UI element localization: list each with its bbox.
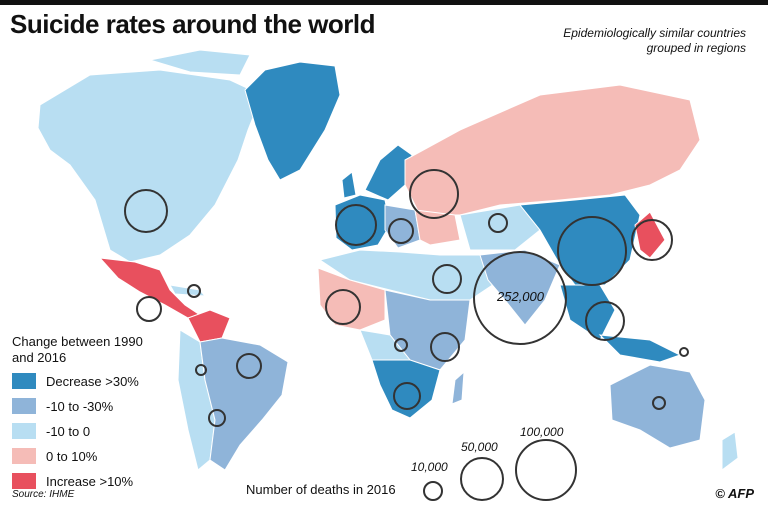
bubble-eastern-europe [409, 169, 459, 219]
size-label-50000: 50,000 [461, 440, 498, 454]
region-south-america [199, 337, 289, 471]
bubble-central-asia [488, 213, 508, 233]
size-label-100000: 100,000 [520, 425, 564, 439]
legend-label: -10 to 0 [46, 423, 91, 439]
region-southern-africa [371, 359, 441, 419]
bubble-oceania [679, 347, 689, 357]
bubble-western-europe [335, 204, 377, 246]
map-title: Suicide rates around the world [10, 9, 375, 39]
legend-item: -10 to -30% [12, 397, 113, 415]
region-north-america [37, 69, 263, 263]
size-legend-circle-10000 [423, 481, 443, 501]
legend-item: Increase >10% [12, 472, 133, 490]
size-legend-circle-50000 [460, 457, 504, 501]
bubble-southern-africa [393, 382, 421, 410]
bubble-east-africa [430, 332, 460, 362]
bubble-south-asia [473, 251, 567, 345]
legend-swatch [12, 398, 36, 414]
bubble-central-america [136, 296, 162, 322]
afp-credit: © AFP [715, 486, 754, 501]
bubble-central-africa [394, 338, 408, 352]
legend-label: 0 to 10% [46, 448, 98, 464]
legend-label: Increase >10% [46, 473, 134, 489]
bubble-label-252000: 252,000 [496, 289, 545, 304]
map-subtitle: Epidemiologically similar countries grou… [563, 26, 746, 55]
legend-label: Decrease >30% [46, 373, 139, 389]
legend-swatch [12, 448, 36, 464]
legend-title: Change between 1990 and 2016 [12, 334, 143, 365]
region-russia [404, 84, 701, 216]
legend-item: 0 to 10% [12, 447, 97, 465]
legend-swatch [12, 423, 36, 439]
bubble-southeast-asia [585, 301, 625, 341]
region-western-europe [334, 194, 391, 251]
region-west-africa [317, 267, 386, 331]
bubble-west-africa [325, 289, 361, 325]
top-bar [0, 0, 768, 5]
bubble-east-asia [557, 216, 627, 286]
legend-swatch [12, 373, 36, 389]
size-label-10000: 10,000 [411, 460, 448, 474]
size-legend-title: Number of deaths in 2016 [246, 482, 396, 497]
bubble-north-africa [432, 264, 462, 294]
region-australia [609, 364, 706, 449]
bubble-brazil [236, 353, 262, 379]
bubble-central-europe [388, 218, 414, 244]
size-legend-circle-100000 [515, 439, 577, 501]
bubble-north-america [124, 189, 168, 233]
bubble-andean [195, 364, 207, 376]
bubble-japan [631, 219, 673, 261]
region-greenland [244, 61, 341, 181]
bubble-australia [652, 396, 666, 410]
legend-label: -10 to -30% [46, 398, 114, 414]
legend-swatch [12, 473, 36, 489]
legend-item: Decrease >30% [12, 372, 139, 390]
legend-item: -10 to 0 [12, 422, 90, 440]
source-note: Source: IHME [12, 489, 75, 500]
bubble-caribbean [187, 284, 201, 298]
bubble-southern-cone [208, 409, 226, 427]
